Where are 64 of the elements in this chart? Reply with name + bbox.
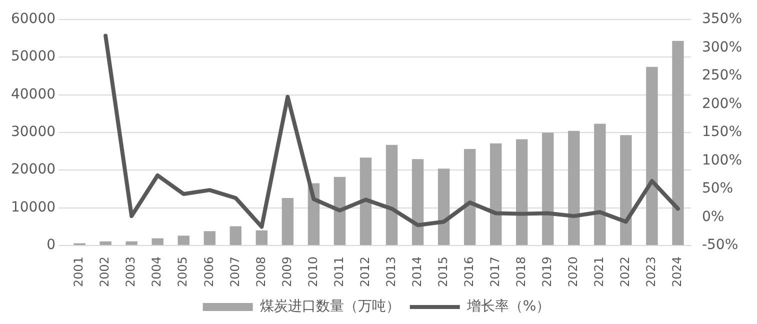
y2-tick-label: 300%: [702, 39, 742, 56]
y2-tick-label: 250%: [702, 68, 742, 84]
y2-tick-label: 150%: [702, 124, 742, 140]
x-tick-label: 2024: [670, 256, 684, 288]
bar: [464, 149, 476, 245]
legend-label: 煤炭进口数量（万吨）: [260, 298, 400, 315]
y-tick-label: 40000: [10, 86, 56, 102]
y2-tick-label: 0%: [702, 208, 724, 225]
x-tick-label: 2005: [176, 256, 190, 288]
bar: [256, 230, 268, 245]
x-tick-label: 2019: [540, 256, 554, 288]
x-tick-label: 2022: [618, 256, 632, 288]
x-tick-label: 2015: [436, 256, 450, 288]
x-tick-label: 2010: [306, 256, 320, 288]
x-tick-label: 2018: [514, 256, 528, 288]
x-tick-label: 2001: [72, 256, 86, 288]
x-tick-label: 2021: [592, 256, 606, 288]
bar: [490, 143, 502, 245]
y2-tick-label: -50%: [702, 237, 738, 254]
y-tick-label: 60000: [10, 11, 56, 28]
bar: [568, 130, 580, 245]
bar: [360, 158, 372, 245]
x-tick-label: 2006: [202, 256, 216, 288]
x-tick-label: 2020: [566, 256, 580, 288]
x-tick-label: 2012: [358, 256, 372, 288]
x-tick-label: 2017: [488, 256, 502, 288]
y2-tick-label: 350%: [702, 11, 742, 28]
bar: [646, 66, 658, 245]
x-tick-label: 2016: [462, 256, 476, 288]
y2-tick-label: 100%: [702, 152, 742, 168]
bar: [230, 226, 242, 245]
x-tick-label: 2014: [410, 256, 424, 288]
x-tick-label: 2013: [384, 256, 398, 288]
bar: [438, 168, 450, 245]
bar: [204, 231, 216, 245]
x-tick-label: 2004: [150, 256, 164, 288]
legend-label: 增长率（%）: [466, 298, 550, 315]
bar: [100, 241, 112, 245]
bar: [672, 40, 684, 245]
bar: [178, 236, 190, 245]
bar: [620, 135, 632, 245]
bar: [412, 159, 424, 245]
x-tick-label: 2003: [124, 256, 138, 288]
bar: [334, 176, 346, 245]
y-tick-label: 50000: [10, 48, 56, 65]
y2-tick-label: 50%: [702, 180, 734, 197]
x-tick-label: 2009: [280, 256, 294, 288]
y2-tick-label: 200%: [702, 96, 742, 112]
bar: [152, 238, 164, 245]
bar: [126, 241, 138, 245]
y-tick-label: 30000: [10, 124, 56, 140]
bar: [516, 139, 528, 245]
x-tick-label: 2023: [644, 256, 658, 288]
y-tick-label: 0: [46, 237, 56, 254]
bar: [542, 132, 554, 245]
x-tick-label: 2008: [254, 256, 268, 288]
y-tick-label: 20000: [10, 162, 56, 178]
x-tick-label: 2011: [332, 256, 346, 288]
bar: [594, 124, 606, 245]
x-tick-label: 2007: [228, 256, 242, 288]
bar: [386, 144, 398, 245]
y-tick-label: 10000: [10, 199, 56, 216]
x-tick-label: 2002: [98, 256, 112, 288]
bar: [282, 198, 294, 245]
